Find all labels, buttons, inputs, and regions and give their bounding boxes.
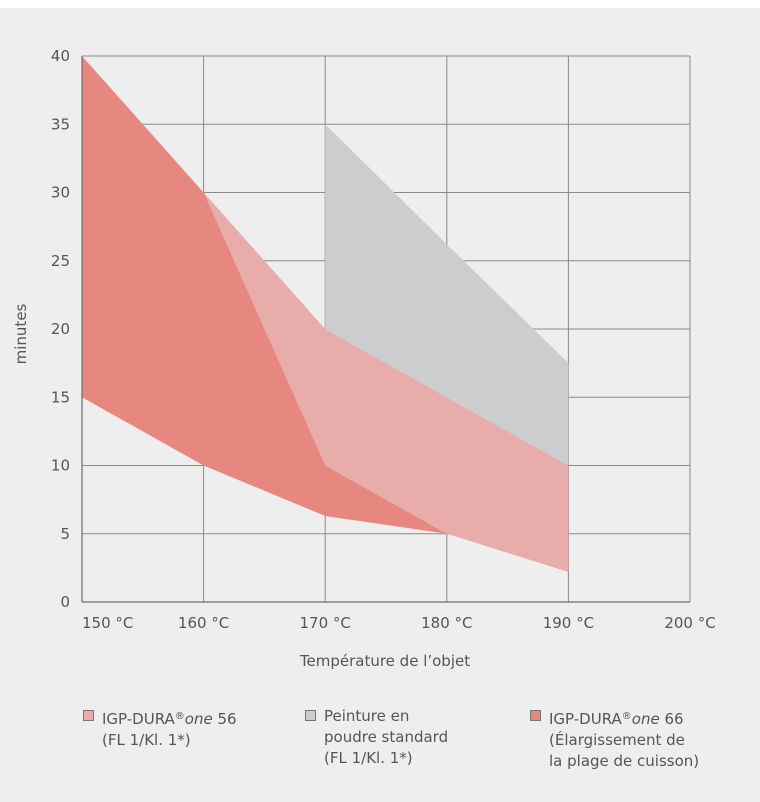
x-axis-title: Température de l’objet	[299, 652, 470, 670]
legend-line: la plage de cuisson)	[549, 752, 700, 770]
y-tick-label: 5	[60, 525, 70, 543]
y-axis-title: minutes	[12, 303, 30, 364]
legend-line: poudre standard	[324, 728, 449, 746]
legend-reg: ®	[621, 711, 632, 722]
legend-swatch-igp56	[83, 710, 94, 721]
x-tick-label: 170 °C	[300, 614, 351, 632]
legend-label-igp56: IGP-DURA®one 56 (FL 1/Kl. 1*)	[102, 706, 237, 751]
plot-areas	[82, 56, 569, 572]
axes	[81, 56, 690, 603]
legend-label-igp66: IGP-DURA®one 66 (Élargissement de la pla…	[549, 706, 699, 772]
tick-labels: 0 5 10 15 20 25 30 35 40 150 °C 160 °C 170 °C 180 °C…	[51, 47, 716, 632]
y-tick-label: 35	[51, 115, 70, 133]
chart: 0 5 10 15 20 25 30 35 40 150 °C 160 °C 170 °C 180 °C…	[12, 47, 716, 670]
x-tick-label: 200 °C	[664, 614, 715, 632]
legend-italic: one	[184, 710, 213, 728]
x-tick-label: 150 °C	[82, 614, 133, 632]
legend-swatch-igp66	[530, 710, 541, 721]
y-tick-label: 0	[60, 593, 70, 611]
legend-label-standard: Peinture en poudre standard (FL 1/Kl. 1*…	[324, 706, 448, 769]
y-tick-label: 25	[51, 252, 70, 270]
y-tick-label: 10	[51, 457, 70, 475]
legend-line: Peinture en	[324, 707, 410, 725]
chart-card: 0 5 10 15 20 25 30 35 40 150 °C 160 °C 170 °C 180 °C…	[0, 8, 760, 802]
x-tick-label: 160 °C	[178, 614, 229, 632]
legend-italic: one	[631, 710, 660, 728]
y-tick-label: 15	[51, 388, 70, 406]
y-tick-label: 30	[51, 184, 70, 202]
legend-name: IGP-DURA	[102, 710, 175, 728]
legend-suffix: 56	[212, 710, 237, 728]
legend-line: (Élargissement de	[549, 731, 685, 749]
area-igp56	[203, 192, 569, 572]
x-tick-label: 190 °C	[543, 614, 594, 632]
y-tick-label: 20	[51, 320, 70, 338]
legend-line: (FL 1/Kl. 1*)	[102, 731, 191, 749]
legend-line: (FL 1/Kl. 1*)	[324, 749, 413, 767]
legend-name: IGP-DURA	[549, 710, 622, 728]
legend-swatch-standard	[305, 710, 316, 721]
legend-reg: ®	[174, 711, 185, 722]
area-standard	[325, 124, 569, 466]
y-tick-label: 40	[51, 47, 70, 65]
legend-suffix: 66	[659, 710, 684, 728]
x-tick-label: 180 °C	[421, 614, 472, 632]
area-igp66	[82, 56, 447, 534]
